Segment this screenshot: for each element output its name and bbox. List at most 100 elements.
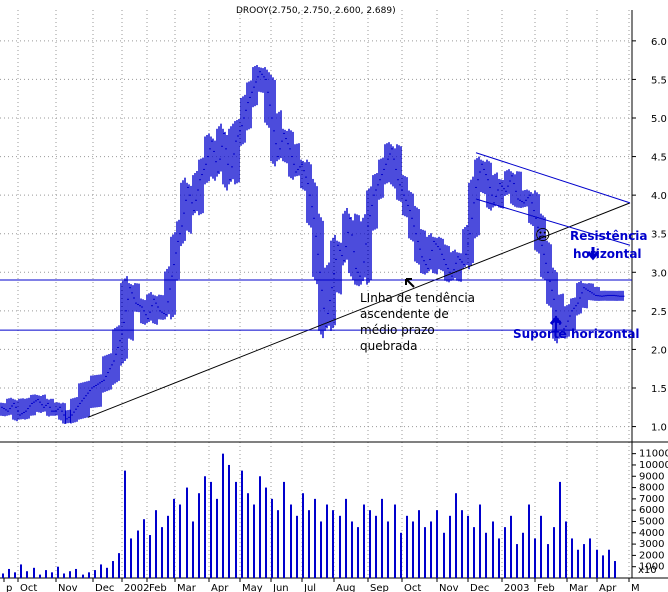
volume-bar [210, 481, 212, 578]
time-tick-label: Feb [537, 583, 555, 592]
time-tick-label: Feb [149, 583, 167, 592]
volume-bar [63, 573, 65, 578]
volume-bar [69, 571, 71, 578]
time-tick-label: Jun [272, 583, 289, 592]
volume-bar [265, 487, 267, 578]
volume-bar [332, 510, 334, 578]
volume-bar [302, 493, 304, 578]
volume-bar [547, 544, 549, 578]
time-tick-label: p [6, 583, 12, 592]
volume-bar [449, 515, 451, 578]
volume-bar [137, 530, 139, 578]
volume-bar [228, 464, 230, 578]
volume-bar [375, 515, 377, 578]
volume-bar [192, 521, 194, 578]
downtrend-channel-line [475, 152, 631, 204]
volume-tick-label: 6000 [639, 505, 664, 516]
volume-bar [2, 573, 4, 578]
price-tick-label: 6.0 [651, 37, 667, 48]
volume-bar [363, 504, 365, 578]
volume-bar [473, 527, 475, 578]
time-tick-label: Mar [177, 583, 197, 592]
volume-bar [553, 527, 555, 578]
volume-bar [8, 568, 10, 578]
volume-bar [57, 566, 59, 578]
resistance-line-1: Resistência [570, 229, 648, 243]
volume-bar [296, 515, 298, 578]
trend-lines [0, 152, 632, 418]
volume-bar [51, 572, 53, 578]
price-tick-label: 3.0 [651, 268, 667, 279]
arrow-down-icon [586, 247, 600, 261]
volume-bar [20, 564, 22, 578]
volume-bar [436, 510, 438, 578]
time-tick-label: Apr [599, 583, 617, 592]
volume-bar [186, 487, 188, 578]
volume-bar [516, 544, 518, 578]
volume-bar [387, 521, 389, 578]
volume-bar [504, 527, 506, 578]
volume-bar [577, 549, 579, 578]
volume-bar [14, 572, 16, 578]
volume-bar [271, 498, 273, 578]
price-bars [0, 65, 625, 424]
volume-bar [400, 532, 402, 578]
volume-bar [522, 532, 524, 578]
volume-bar [253, 504, 255, 578]
volume-bar [173, 498, 175, 578]
volume-bar [130, 538, 132, 578]
volume-bar [571, 538, 573, 578]
arrow-up-left-icon [405, 278, 415, 288]
volume-bar [247, 493, 249, 578]
volume-bar [614, 561, 616, 578]
volume-bar [308, 510, 310, 578]
volume-bars [2, 453, 616, 578]
price-tick-label: 1.0 [651, 423, 667, 434]
volume-bar [589, 538, 591, 578]
volume-bar [339, 515, 341, 578]
volume-tick-label: 4000 [639, 528, 664, 539]
volume-bar [75, 568, 77, 578]
volume-bar [167, 515, 169, 578]
volume-bar [602, 555, 604, 578]
resistance-line-2: horizontal [573, 247, 642, 261]
volume-bar [161, 527, 163, 578]
volume-tick-label: 10000 [639, 460, 668, 471]
resistance-annotation: Resistência horizontal [570, 229, 648, 261]
uptrend-line [87, 202, 631, 418]
volume-bar [198, 493, 200, 578]
time-axis-ticks: p Oct Nov Dec 2002 Feb Mar Apr May Jun Jul Aug Sep Oc… [3, 578, 640, 592]
volume-bar [565, 521, 567, 578]
volume-bar [26, 571, 28, 578]
time-tick-label: Mar [569, 583, 589, 592]
volume-bar [583, 544, 585, 578]
volume-bar [100, 564, 102, 578]
time-tick-label: Apr [211, 583, 229, 592]
volume-bar [461, 510, 463, 578]
volume-bar [559, 481, 561, 578]
volume-axis-ticks: 1000200030004000500060007000800090001000… [632, 449, 668, 573]
volume-bar [326, 504, 328, 578]
volume-bar [320, 521, 322, 578]
volume-bar [112, 561, 114, 578]
volume-bar [479, 504, 481, 578]
volume-bar [204, 476, 206, 578]
time-tick-label: May [242, 583, 263, 592]
volume-bar [118, 553, 120, 578]
chart-title: DROOY(2.750, 2.750, 2.600, 2.689) [236, 6, 396, 16]
volume-tick-label: 11000 [639, 449, 668, 460]
volume-bar [277, 510, 279, 578]
volume-tick-label: 8000 [639, 483, 664, 494]
volume-bar [424, 527, 426, 578]
volume-bar [94, 570, 96, 578]
volume-bar [412, 521, 414, 578]
volume-bar [510, 515, 512, 578]
volume-tick-label: 3000 [639, 539, 664, 550]
uptrend-line-4: quebrada [360, 339, 417, 353]
volume-bar [155, 510, 157, 578]
time-tick-label: Nov [58, 583, 78, 592]
price-tick-label: 5.5 [651, 75, 667, 86]
time-tick-label: Jul [303, 583, 316, 592]
volume-bar [351, 521, 353, 578]
